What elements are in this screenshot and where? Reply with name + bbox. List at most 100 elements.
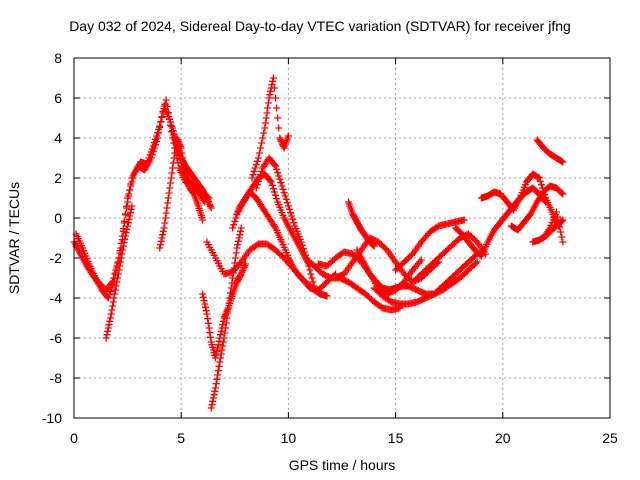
data-point: [559, 216, 567, 224]
data-point: [224, 309, 232, 317]
data-point: [545, 226, 553, 234]
data-point: [241, 262, 249, 270]
data-point: [282, 195, 290, 203]
data-point: [184, 181, 192, 189]
data-point: [168, 169, 176, 177]
data-point: [151, 135, 159, 143]
data-point: [272, 94, 280, 102]
data-point: [110, 294, 118, 302]
data-point: [273, 165, 281, 173]
data-point: [277, 136, 285, 144]
x-axis-label: GPS time / hours: [289, 457, 396, 473]
data-point: [113, 278, 121, 286]
data-point: [161, 214, 169, 222]
series-arc-7: [207, 224, 245, 412]
data-point: [239, 265, 247, 273]
data-point: [272, 191, 280, 199]
data-point: [157, 118, 165, 126]
data-point: [559, 190, 567, 198]
data-point: [166, 179, 174, 187]
data-point: [169, 159, 177, 167]
data-point: [249, 171, 257, 179]
y-tick-label: -6: [50, 330, 63, 346]
data-point: [237, 224, 245, 232]
data-point: [276, 134, 284, 142]
data-point: [369, 241, 377, 249]
data-point: [558, 157, 566, 165]
data-point: [171, 133, 179, 141]
data-point: [262, 114, 270, 122]
x-tick-label: 10: [281, 430, 297, 446]
y-tick-label: -10: [42, 410, 62, 426]
data-point: [214, 344, 222, 352]
data-point: [124, 219, 132, 227]
data-point: [209, 394, 217, 402]
data-point: [126, 209, 134, 217]
data-point: [323, 292, 331, 300]
data-point: [126, 186, 134, 194]
data-point: [144, 157, 152, 165]
data-point: [250, 167, 258, 175]
data-point: [201, 300, 209, 308]
series-arc-21: [452, 184, 550, 260]
data-point: [156, 241, 164, 249]
data-point: [558, 233, 566, 241]
data-point: [167, 174, 175, 182]
data-point: [288, 212, 296, 220]
data-point: [159, 231, 167, 239]
data-point: [103, 331, 111, 339]
data-point: [200, 297, 208, 305]
data-point: [149, 142, 157, 150]
data-point: [165, 189, 173, 197]
data-point: [255, 149, 263, 157]
data-point: [229, 274, 237, 282]
data-point: [268, 181, 276, 189]
data-point: [307, 270, 315, 278]
data-point: [269, 77, 277, 85]
data-point: [158, 113, 166, 121]
series-arc-15: [332, 234, 442, 286]
data-point: [248, 174, 256, 182]
data-point: [159, 227, 167, 235]
data-point: [115, 266, 123, 274]
data-point: [199, 216, 207, 224]
series-arc-26: [540, 208, 567, 246]
data-point: [119, 242, 127, 250]
data-point: [553, 213, 561, 221]
data-point: [263, 109, 271, 117]
data-point: [204, 319, 212, 327]
data-point: [123, 225, 131, 233]
data-point: [417, 256, 425, 264]
data-point: [558, 217, 566, 225]
data-point: [232, 254, 240, 262]
data-point: [109, 298, 117, 306]
data-point: [106, 317, 114, 325]
data-point: [235, 234, 243, 242]
series-arc-1: [70, 102, 213, 294]
data-point: [284, 132, 292, 140]
data-point: [225, 299, 233, 307]
data-point: [114, 270, 122, 278]
data-point: [308, 274, 316, 282]
data-point: [227, 289, 235, 297]
data-point: [270, 84, 278, 92]
data-point: [309, 278, 317, 286]
data-point: [155, 125, 163, 133]
data-point: [211, 387, 219, 395]
data-point: [165, 115, 173, 123]
data-point: [124, 194, 132, 202]
data-point: [275, 124, 283, 132]
data-point: [126, 212, 134, 220]
data-point: [270, 222, 278, 230]
data-point: [369, 241, 377, 249]
series-arc-3: [102, 202, 136, 342]
data-point: [552, 208, 560, 216]
y-tick-label: 8: [54, 50, 62, 66]
data-point: [556, 223, 564, 231]
data-point: [171, 149, 179, 157]
data-point: [105, 321, 113, 329]
data-point: [202, 307, 210, 315]
data-point: [111, 286, 119, 294]
data-point: [201, 303, 209, 311]
data-point: [122, 229, 130, 237]
